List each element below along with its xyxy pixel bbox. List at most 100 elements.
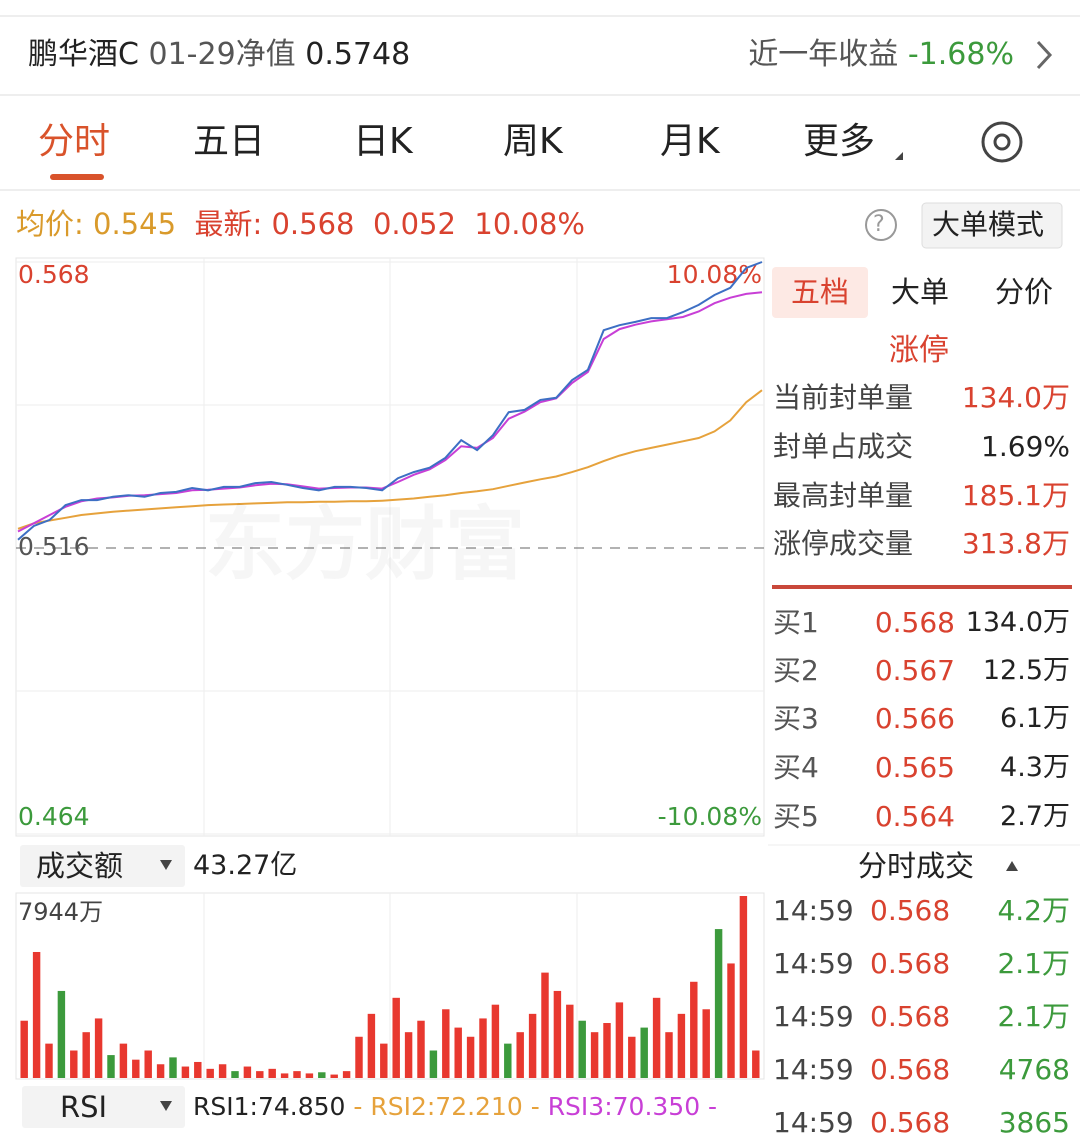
date: 01-29 [148,37,236,72]
price-line [17,389,763,530]
volume-bar [541,972,549,1078]
stats-line: 均价: 0.545 最新: 0.568 0.052 10.08% [16,210,585,239]
rsi-line: RSI1:74.850 - RSI2:72.210 - RSI3:70.350 … [193,1094,717,1119]
trades-title[interactable]: 分时成交 [858,849,975,883]
limit-value: 313.8万 [961,527,1070,560]
volume-bar [156,1064,165,1078]
trade-time: 14:59 [773,1053,854,1086]
volume-bar [640,1027,648,1078]
volume-bar [442,1009,450,1078]
volume-bar [702,1009,710,1078]
help-icon[interactable] [865,209,897,241]
volume-bar [144,1050,152,1078]
volume-bar [566,1004,574,1078]
trade-time: 14:59 [773,1000,854,1033]
volume-bar [578,1020,586,1078]
volume-bar [454,1027,462,1078]
bid-volume: 4.3万 [1000,752,1070,783]
limit-label: 涨停成交量 [773,527,914,560]
trade-price: 0.568 [870,947,951,980]
limit-label: 当前封单量 [773,381,914,414]
trade-price: 0.568 [870,894,951,927]
volume-bar [45,1043,53,1078]
volume-bar [466,1036,475,1078]
volume-bar [380,1043,388,1078]
trade-time: 14:59 [773,894,854,927]
rsi-selector[interactable] [22,1086,185,1128]
volume-bar [231,1071,239,1078]
volume-bar [318,1072,326,1078]
side-tab[interactable]: 大单 [891,275,950,309]
tab[interactable]: 周K [503,121,563,162]
rsi2: - RSI2:72.210 - [353,1092,540,1121]
bid-label: 买3 [773,702,819,735]
volume-bar [690,981,698,1078]
limit-value: 134.0万 [961,381,1070,414]
volume-bar [218,1064,227,1078]
volume-bar [603,1023,611,1078]
volume-bar [727,963,735,1078]
mode-button-text[interactable]: 大单模式 [932,208,1045,241]
volume-bar [256,1071,264,1078]
active-side-tab[interactable] [772,267,868,318]
y2-tick-label: 10.08% [667,260,762,289]
limit-value: 185.1万 [961,479,1070,512]
return-line[interactable]: 近一年收益 -1.68% [748,40,1014,70]
trade-price: 0.568 [870,1000,951,1033]
tab[interactable]: 五日 [193,121,266,162]
return-label: 近一年收益 [748,37,899,72]
volume-bar [206,1068,214,1078]
volume-bar [181,1066,190,1078]
bid-volume: 2.7万 [1000,801,1070,832]
mode-button[interactable] [921,202,1063,249]
header-line: 鹏华酒C 01-29净值 0.5748 [28,40,410,70]
volume-bar [342,1071,351,1078]
side-tab[interactable]: 五档 [791,275,850,309]
help-text: ? [873,212,885,237]
volume-bar [479,1018,487,1078]
volume-selector-text[interactable]: 成交额 [36,849,124,883]
rsi-selector-text[interactable]: RSI [60,1090,108,1124]
volume-bar [404,1032,413,1078]
volume-bar [280,1073,289,1078]
bid-price: 0.566 [874,702,955,735]
watermark: 东方财富 [205,505,525,585]
bid-price: 0.564 [874,800,955,833]
volume-bar [677,1013,686,1078]
chevron[interactable] [1036,40,1053,70]
rsi3: RSI3:70.350 - [547,1092,718,1121]
volume-bar [169,1057,177,1078]
volume-bar [739,896,748,1078]
gear-inner [993,133,1011,151]
volume-bar [652,997,661,1078]
y-tick-label: 0.516 [18,532,90,561]
volume-bar [57,990,66,1078]
volume-bar [94,1018,103,1078]
change: 0.052 [372,207,456,241]
y-tick-label: 7944万 [18,898,103,926]
trade-price: 0.568 [870,1106,951,1139]
tab[interactable]: 更多 [803,121,876,162]
volume-bar [752,1050,760,1078]
volume-bar [305,1073,314,1078]
volume-bar [268,1068,276,1078]
volume-bar [516,1032,524,1078]
volume-bar [528,1013,537,1078]
limit-value: 1.69% [981,430,1070,463]
bid-volume: 6.1万 [1000,703,1070,734]
volume-bar [367,1013,376,1078]
bid-label: 买5 [773,800,819,833]
avg-label: 均价: [16,207,84,241]
volume-selector[interactable] [20,845,185,887]
y-tick-label: 0.568 [18,260,90,289]
tab[interactable]: 月K [660,121,720,162]
rsi1: RSI1:74.850 [193,1092,346,1121]
return: -1.68% [907,37,1014,72]
avg: 0.545 [93,207,177,241]
bid-label: 买4 [773,751,819,784]
tab[interactable]: 分时 [38,121,111,162]
latest: 0.568 [271,207,355,241]
settings-icon[interactable] [981,121,1023,163]
side-tab[interactable]: 分价 [995,275,1054,309]
tab[interactable]: 日K [353,121,413,162]
